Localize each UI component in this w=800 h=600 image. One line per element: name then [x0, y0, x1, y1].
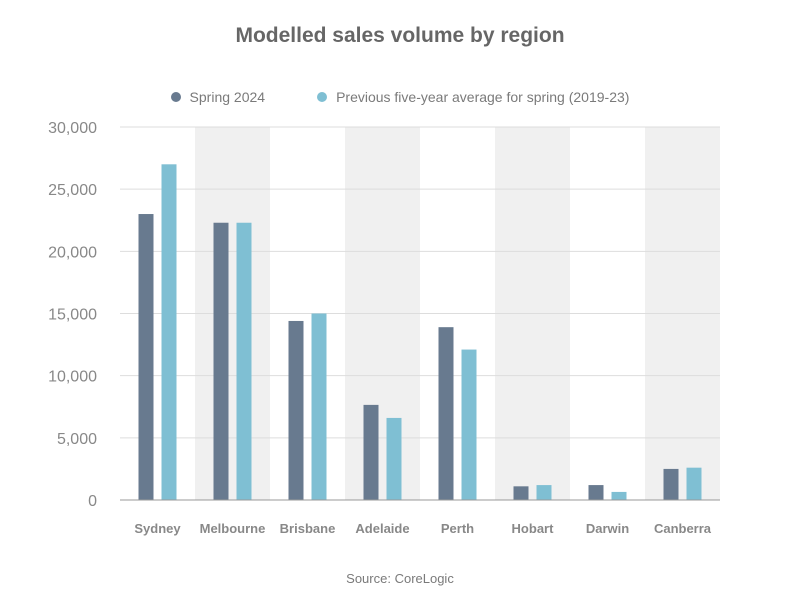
bar-brisbane-spring-2024	[288, 320, 304, 500]
bar-sydney-five-year-average	[161, 164, 177, 501]
x-tick-label: Perth	[441, 521, 474, 536]
bar-adelaide-spring-2024	[363, 404, 379, 500]
legend-label-spring-2024: Spring 2024	[189, 89, 266, 105]
y-tick-label: 15,000	[48, 307, 97, 324]
y-tick-label: 10,000	[48, 369, 97, 386]
y-tick-label: 0	[88, 493, 97, 510]
x-tick-label: Adelaide	[355, 521, 409, 536]
bar-brisbane-five-year-average	[311, 313, 327, 500]
x-tick-label: Canberra	[654, 521, 712, 536]
y-tick-label: 30,000	[48, 120, 97, 137]
y-tick-label: 25,000	[48, 182, 97, 199]
y-tick-label: 5,000	[57, 431, 97, 448]
chart-title: Modelled sales volume by region	[235, 24, 565, 47]
bar-sydney-spring-2024	[138, 214, 154, 501]
x-tick-label: Melbourne	[200, 521, 266, 536]
x-tick-label: Brisbane	[280, 521, 336, 536]
x-tick-label: Darwin	[586, 521, 629, 536]
legend: Spring 2024 Previous five-year average f…	[0, 89, 800, 105]
bar-perth-five-year-average	[461, 349, 477, 500]
bar-perth-spring-2024	[438, 327, 454, 500]
bar-darwin-five-year-average	[611, 491, 627, 500]
x-tick-label: Sydney	[134, 521, 181, 536]
bar-hobart-spring-2024	[513, 486, 529, 500]
y-tick-label: 20,000	[48, 244, 97, 261]
legend-swatch-five-year-average	[317, 92, 328, 102]
bar-adelaide-five-year-average	[386, 417, 402, 500]
source-note: Source: CoreLogic	[346, 571, 454, 586]
legend-label-five-year-average: Previous five-year average for spring (2…	[336, 89, 630, 105]
legend-item-five-year-average[interactable]: Previous five-year average for spring (2…	[317, 89, 629, 105]
legend-swatch-spring-2024	[170, 92, 181, 102]
bar-darwin-spring-2024	[588, 485, 604, 500]
bar-melbourne-five-year-average	[236, 222, 252, 500]
bar-hobart-five-year-average	[536, 485, 552, 500]
bar-canberra-five-year-average	[686, 467, 702, 500]
bar-canberra-spring-2024	[663, 468, 679, 500]
x-tick-label: Hobart	[512, 521, 555, 536]
bar-melbourne-spring-2024	[213, 222, 229, 500]
legend-item-spring-2024[interactable]: Spring 2024	[170, 89, 266, 105]
